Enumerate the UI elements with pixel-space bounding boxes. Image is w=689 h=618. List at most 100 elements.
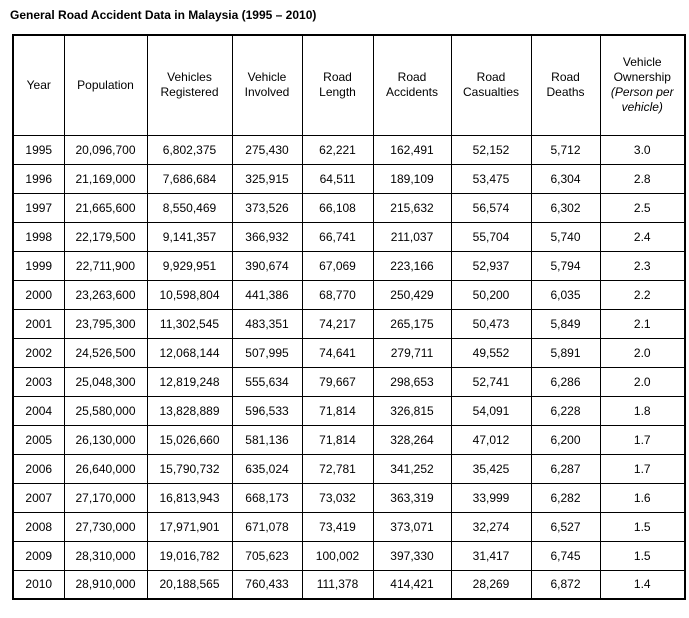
cell-year: 2009 bbox=[12, 540, 65, 571]
cell-population: 22,179,500 bbox=[63, 221, 148, 252]
cell-year: 2005 bbox=[12, 424, 65, 455]
cell-road_casualties: 35,425 bbox=[450, 453, 532, 484]
cell-road_length: 100,002 bbox=[301, 540, 374, 571]
cell-road_casualties: 50,473 bbox=[450, 308, 532, 339]
cell-road_deaths: 5,891 bbox=[530, 337, 601, 368]
cell-road_length: 79,667 bbox=[301, 366, 374, 397]
cell-vehicle_ownership: 1.8 bbox=[599, 395, 686, 426]
cell-road_accidents: 215,632 bbox=[372, 192, 452, 223]
cell-vehicle_involved: 483,351 bbox=[231, 308, 303, 339]
cell-vehicle_ownership: 2.0 bbox=[599, 337, 686, 368]
cell-road_length: 74,641 bbox=[301, 337, 374, 368]
cell-vehicle_involved: 325,915 bbox=[231, 163, 303, 194]
cell-vehicles_registered: 19,016,782 bbox=[146, 540, 233, 571]
cell-population: 27,170,000 bbox=[63, 482, 148, 513]
cell-road_accidents: 373,071 bbox=[372, 511, 452, 542]
cell-road_casualties: 31,417 bbox=[450, 540, 532, 571]
cell-vehicle_involved: 705,623 bbox=[231, 540, 303, 571]
cell-vehicles_registered: 15,026,660 bbox=[146, 424, 233, 455]
cell-road_deaths: 6,287 bbox=[530, 453, 601, 484]
cell-vehicles_registered: 9,141,357 bbox=[146, 221, 233, 252]
table-row: 2010 28,910,000 20,188,565 760,433 111,378 41… bbox=[12, 569, 686, 600]
cell-vehicle_ownership: 2.8 bbox=[599, 163, 686, 194]
cell-road_length: 64,511 bbox=[301, 163, 374, 194]
cell-vehicle_ownership: 2.3 bbox=[599, 250, 686, 281]
cell-vehicles_registered: 17,971,901 bbox=[146, 511, 233, 542]
cell-vehicle_involved: 635,024 bbox=[231, 453, 303, 484]
cell-road_deaths: 5,794 bbox=[530, 250, 601, 281]
table-row: 2004 25,580,000 13,828,889 596,533 71,814 326… bbox=[12, 395, 686, 426]
cell-road_deaths: 6,035 bbox=[530, 279, 601, 310]
col-header-road-accidents: Road Accidents bbox=[372, 34, 452, 136]
cell-road_casualties: 52,937 bbox=[450, 250, 532, 281]
cell-road_accidents: 341,252 bbox=[372, 453, 452, 484]
cell-road_casualties: 50,200 bbox=[450, 279, 532, 310]
cell-road_length: 71,814 bbox=[301, 424, 374, 455]
cell-road_length: 66,741 bbox=[301, 221, 374, 252]
cell-vehicles_registered: 8,550,469 bbox=[146, 192, 233, 223]
table-header: Year Population Vehicles Registered Vehi… bbox=[12, 34, 686, 136]
vehicle-ownership-sublabel: (Person per vehicle) bbox=[610, 85, 674, 115]
cell-population: 20,096,700 bbox=[63, 134, 148, 165]
cell-vehicle_involved: 390,674 bbox=[231, 250, 303, 281]
cell-vehicle_ownership: 2.4 bbox=[599, 221, 686, 252]
cell-vehicles_registered: 12,819,248 bbox=[146, 366, 233, 397]
cell-road_length: 62,221 bbox=[301, 134, 374, 165]
cell-population: 23,263,600 bbox=[63, 279, 148, 310]
cell-vehicle_ownership: 2.0 bbox=[599, 366, 686, 397]
cell-road_length: 73,419 bbox=[301, 511, 374, 542]
cell-road_accidents: 211,037 bbox=[372, 221, 452, 252]
cell-vehicle_ownership: 2.1 bbox=[599, 308, 686, 339]
table-row: 2006 26,640,000 15,790,732 635,024 72,781 341… bbox=[12, 453, 686, 484]
cell-road_accidents: 265,175 bbox=[372, 308, 452, 339]
header-row: Year Population Vehicles Registered Vehi… bbox=[12, 34, 686, 136]
cell-road_accidents: 414,421 bbox=[372, 569, 452, 600]
cell-road_deaths: 6,527 bbox=[530, 511, 601, 542]
cell-year: 2010 bbox=[12, 569, 65, 600]
cell-year: 2006 bbox=[12, 453, 65, 484]
cell-road_casualties: 53,475 bbox=[450, 163, 532, 194]
cell-road_deaths: 5,849 bbox=[530, 308, 601, 339]
cell-road_deaths: 6,286 bbox=[530, 366, 601, 397]
table-row: 2007 27,170,000 16,813,943 668,173 73,032 363… bbox=[12, 482, 686, 513]
table-row: 2000 23,263,600 10,598,804 441,386 68,770 250… bbox=[12, 279, 686, 310]
cell-vehicles_registered: 10,598,804 bbox=[146, 279, 233, 310]
cell-road_casualties: 52,152 bbox=[450, 134, 532, 165]
cell-population: 26,640,000 bbox=[63, 453, 148, 484]
cell-vehicles_registered: 12,068,144 bbox=[146, 337, 233, 368]
cell-road_deaths: 6,200 bbox=[530, 424, 601, 455]
cell-vehicle_involved: 668,173 bbox=[231, 482, 303, 513]
cell-vehicle_involved: 581,136 bbox=[231, 424, 303, 455]
cell-vehicle_ownership: 1.5 bbox=[599, 540, 686, 571]
table-row: 1996 21,169,000 7,686,684 325,915 64,511 189,… bbox=[12, 163, 686, 194]
cell-road_length: 66,108 bbox=[301, 192, 374, 223]
cell-vehicle_ownership: 2.2 bbox=[599, 279, 686, 310]
cell-population: 26,130,000 bbox=[63, 424, 148, 455]
road-accident-data-table: Year Population Vehicles Registered Vehi… bbox=[12, 34, 686, 600]
cell-vehicle_involved: 555,634 bbox=[231, 366, 303, 397]
col-header-road-length: Road Length bbox=[301, 34, 374, 136]
table-row: 2005 26,130,000 15,026,660 581,136 71,814 328… bbox=[12, 424, 686, 455]
cell-vehicle_ownership: 1.7 bbox=[599, 424, 686, 455]
col-header-population: Population bbox=[63, 34, 148, 136]
cell-vehicle_involved: 373,526 bbox=[231, 192, 303, 223]
cell-road_deaths: 6,228 bbox=[530, 395, 601, 426]
cell-vehicle_ownership: 1.7 bbox=[599, 453, 686, 484]
cell-population: 21,665,600 bbox=[63, 192, 148, 223]
cell-vehicles_registered: 9,929,951 bbox=[146, 250, 233, 281]
cell-road_length: 72,781 bbox=[301, 453, 374, 484]
cell-road_length: 71,814 bbox=[301, 395, 374, 426]
cell-road_casualties: 55,704 bbox=[450, 221, 532, 252]
col-header-road-casualties: Road Casualties bbox=[450, 34, 532, 136]
cell-population: 27,730,000 bbox=[63, 511, 148, 542]
table-body: 1995 20,096,700 6,802,375 275,430 62,221 162,… bbox=[12, 134, 686, 600]
cell-year: 1995 bbox=[12, 134, 65, 165]
cell-road_accidents: 298,653 bbox=[372, 366, 452, 397]
cell-road_deaths: 6,745 bbox=[530, 540, 601, 571]
cell-road_casualties: 32,274 bbox=[450, 511, 532, 542]
cell-population: 21,169,000 bbox=[63, 163, 148, 194]
table-row: 2003 25,048,300 12,819,248 555,634 79,667 298… bbox=[12, 366, 686, 397]
cell-road_accidents: 162,491 bbox=[372, 134, 452, 165]
cell-road_deaths: 6,872 bbox=[530, 569, 601, 600]
cell-population: 23,795,300 bbox=[63, 308, 148, 339]
